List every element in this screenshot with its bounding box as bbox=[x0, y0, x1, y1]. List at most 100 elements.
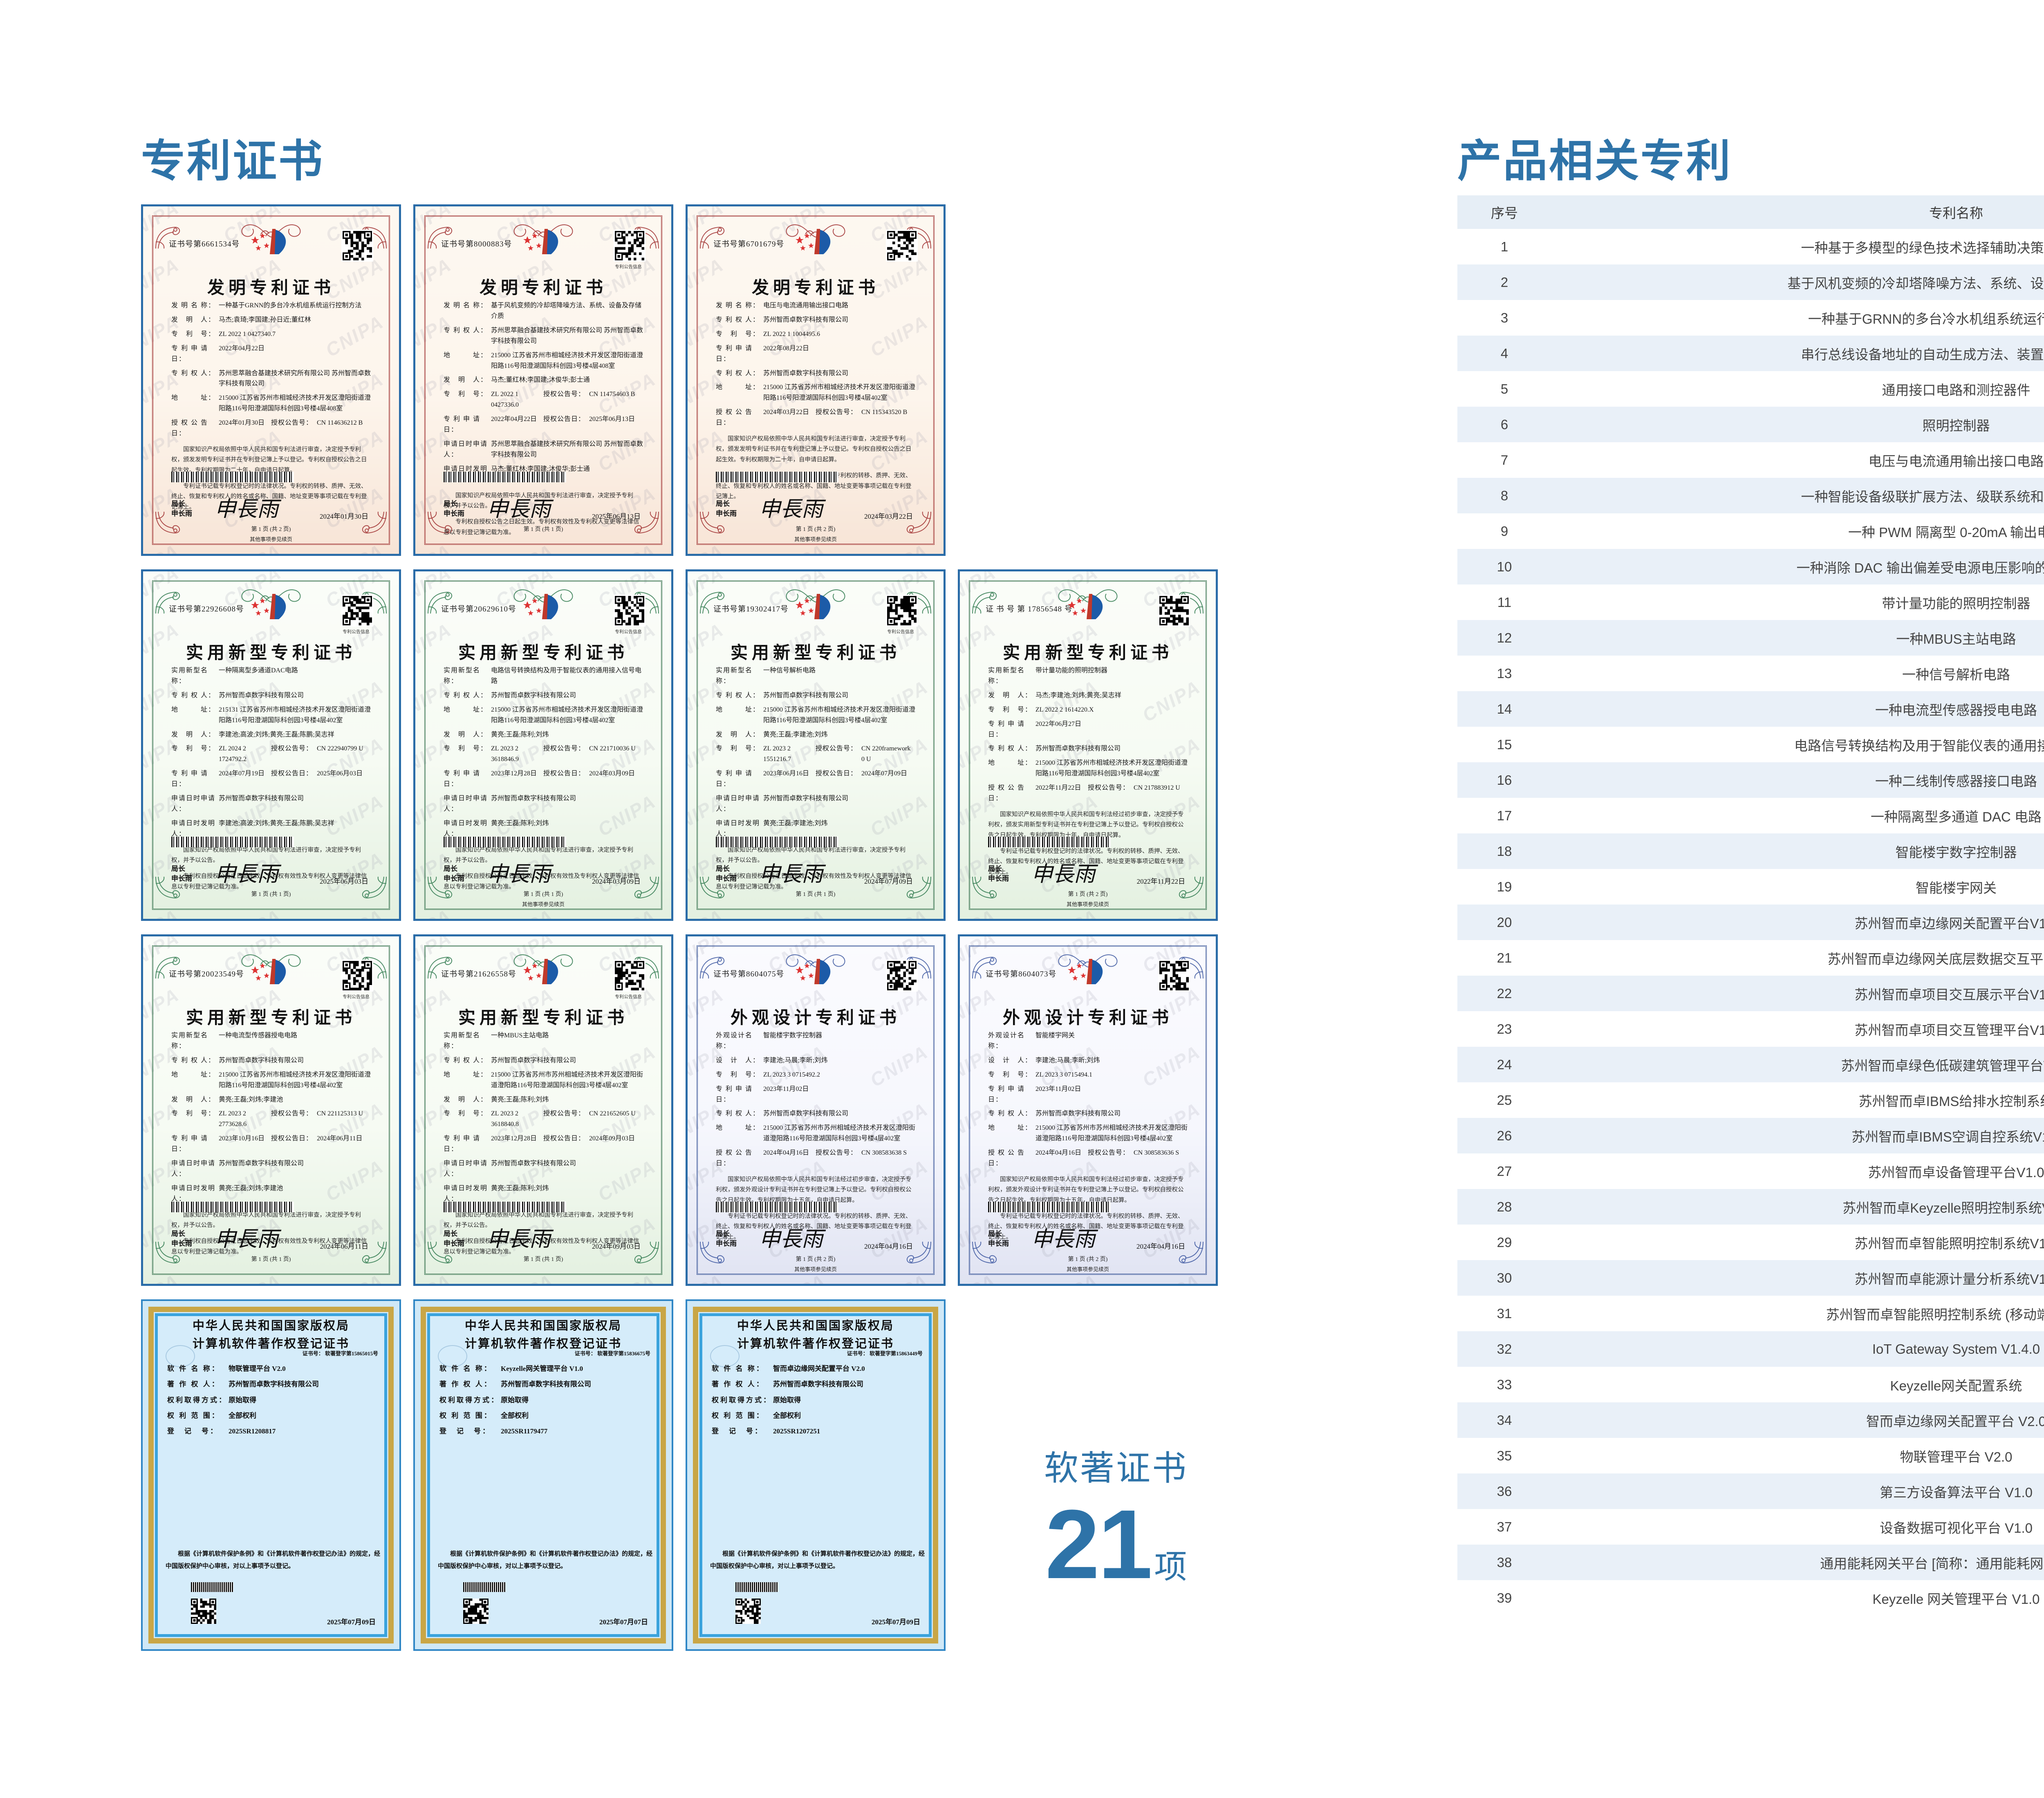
cert-field-row: 地 址： 215131 江苏省苏州市相城经济技术开发区澄阳街道澄阳路116号阳澄… bbox=[171, 705, 371, 726]
cert-field-value: ZL 2022 2 1614220.X bbox=[1035, 706, 1094, 713]
cell-patent-name: 苏州智而卓能源计量分析系统V1.0 bbox=[1551, 1260, 2044, 1296]
cell-patent-name: 一种MBUS主站电路 bbox=[1551, 620, 2044, 656]
cert-field-row: 专 利 号： ZL 2022 1 1004495.6 bbox=[716, 329, 915, 340]
signatory: 局长 申长雨 bbox=[444, 1229, 464, 1248]
cell-index: 5 bbox=[1500, 381, 1508, 396]
cell-index: 26 bbox=[1457, 1118, 1551, 1153]
patent-certificate-card[interactable]: CNIPA CNIPA CNIPA CNIPA CNIPA CNIPA CNIPA CNIPA… bbox=[686, 569, 946, 921]
cert-field-row: 实用新型名称： 一种MBUS主站电路 bbox=[444, 1030, 643, 1052]
cert-field-row: 发 明 人： 马杰;袁琦;李国建;孙日近;董红林 bbox=[171, 315, 371, 325]
certificate-number: 证书号第20629610号 bbox=[441, 605, 517, 614]
cert-field-value: 一种隔离型多通道DAC电路 bbox=[219, 667, 298, 674]
cert-field-row: 权利取得方式： 原始取得 bbox=[167, 1394, 381, 1407]
certificate-paragraph-2: 专利权自授权公告之日起生效。专利权有效性及专利权人变更等法律信息以专利登记簿记载… bbox=[444, 1238, 639, 1255]
cert-field-value: 马杰;袁琦;李国建;孙日近;董红林 bbox=[219, 316, 311, 323]
patent-certificate-card[interactable]: CNIPA CNIPA CNIPA CNIPA CNIPA CNIPA CNIPA CNIPA… bbox=[686, 204, 946, 556]
signatory: 局长 申长雨 bbox=[444, 864, 464, 883]
cert-field-row: 外观设计名称： 智能楼宇网关 bbox=[988, 1030, 1188, 1052]
cert-field-value: 苏州智而卓数字科技有限公司 bbox=[763, 369, 849, 377]
cert-field-key: 授 权 公 告 日： bbox=[716, 409, 753, 427]
certificate-frame: 证书号第20629610号 专利公告信息 实用新型专利证书 实用新型名称： 电路… bbox=[424, 580, 662, 910]
cert-field-value: 带计量功能的照明控制器 bbox=[1035, 667, 1108, 674]
table-row: 26 苏州智而卓IBMS空调自控系统V1.0 软著 bbox=[1457, 1118, 2044, 1153]
cert-field-value: 基于风机变频的冷却塔降噪方法、系统、设备及存储介质 bbox=[491, 302, 642, 320]
cert-field-value: CN 114754603 B bbox=[589, 391, 635, 398]
software-copyright-label: 软著证书 bbox=[1044, 1449, 1188, 1487]
patent-certificate-card[interactable]: CNIPA CNIPA CNIPA CNIPA CNIPA CNIPA CNIPA CNIPA… bbox=[686, 934, 946, 1286]
certificate-page-indicator: 第 1 页 (共 2 页) bbox=[1068, 891, 1108, 898]
certificate-footer-note: 其他事项参见续页 bbox=[522, 901, 565, 907]
cell-patent-name: 一种 PWM 隔离型 0-20mA 输出电路 bbox=[1848, 524, 2044, 540]
certificate-date: 2024年01月30日 bbox=[320, 513, 368, 520]
cell-patent-name: 电路信号转换结构及用于智能仪表的通用接入信号电路 bbox=[1794, 738, 2044, 753]
certificate-footer-note: 其他事项参见续页 bbox=[1066, 901, 1109, 907]
signature-scribble-icon: 申長雨 bbox=[759, 498, 823, 521]
cert-field-row: 软 件 名 称： 智而卓边缘网关配置平台 V2.0 bbox=[712, 1362, 925, 1375]
table-row: 25 苏州智而卓IBMS给排水控制系统 软著 bbox=[1457, 1082, 2044, 1118]
table-row: 33 Keyzelle网关配置系统 软著 bbox=[1457, 1367, 2044, 1402]
cert-field-row: 申请日时申请人： 苏州智而卓数字科技有限公司 bbox=[444, 793, 643, 815]
cert-field-value: 2022年08月22日 bbox=[763, 345, 809, 352]
qr-code-icon bbox=[614, 595, 645, 627]
cell-index: 4 bbox=[1457, 336, 1551, 371]
cert-field-key: 专 利 号： bbox=[171, 1110, 216, 1117]
cert-field-value: 2025年06月03日 bbox=[317, 770, 363, 777]
embossed-seal-icon bbox=[438, 1345, 467, 1367]
software-copyright-certificate-card[interactable]: 中华人民共和国国家版权局 计算机软件著作权登记证书 证书号： 软著登字第15836… bbox=[413, 1299, 673, 1651]
cert-field-row: 发 明 人： 李建池;高波;刘炜;黄亮;王磊;陈鹏;吴志祥 bbox=[171, 730, 371, 740]
patent-certificate-card[interactable]: CNIPA CNIPA CNIPA CNIPA CNIPA CNIPA CNIPA CNIPA… bbox=[413, 934, 673, 1286]
barcode bbox=[716, 472, 838, 482]
cert-field-key: 发 明 人： bbox=[171, 1096, 216, 1103]
column-header-name: 专利名称 bbox=[1551, 195, 2044, 229]
certificate-header: 证书号第20023549号 专利公告信息 bbox=[169, 957, 373, 1006]
patent-certificate-card[interactable]: CNIPA CNIPA CNIPA CNIPA CNIPA CNIPA CNIPA CNIPA… bbox=[413, 204, 673, 556]
patent-certificate-card[interactable]: CNIPA CNIPA CNIPA CNIPA CNIPA CNIPA CNIPA CNIPA… bbox=[958, 934, 1218, 1286]
cell-patent-name: 一种二线制传感器接口电路 bbox=[1551, 762, 2044, 798]
cert-field-value: 苏州智而卓数字科技有限公司 bbox=[219, 1057, 304, 1064]
table-body: 1 一种基于多模型的绿色技术选择辅助决策方法和系统 发明 2 基于风机变频的冷却… bbox=[1457, 229, 2044, 1616]
certificate-number: 证书号第20023549号 bbox=[169, 970, 244, 978]
cert-field-value: 一种电流型传感器授电电路 bbox=[219, 1032, 298, 1039]
patent-certificate-card[interactable]: CNIPA CNIPA CNIPA CNIPA CNIPA CNIPA CNIPA CNIPA… bbox=[141, 204, 401, 556]
software-copyright-certificate-card[interactable]: 中华人民共和国国家版权局 计算机软件著作权登记证书 证书号： 软著登字第15865… bbox=[141, 1299, 401, 1651]
cert-field-row: 专 利 号： ZL 2022 1 0427340.7 bbox=[171, 329, 371, 340]
patent-certificate-card[interactable]: CNIPA CNIPA CNIPA CNIPA CNIPA CNIPA CNIPA CNIPA… bbox=[958, 569, 1218, 921]
certificate-header: 证书号第22926608号 专利公告信息 bbox=[169, 592, 373, 641]
certificate-paragraph-1: 国家知识产权局依照中华人民共和国专利法经过初步审查，决定授予专利权，颁发外观设计… bbox=[988, 1176, 1184, 1204]
cert-field-value: 电路信号转换结构及用于智能仪表的通用接入信号电路 bbox=[491, 667, 642, 685]
cert-field-row: 发 明 名 称： 基于风机变频的冷却塔降噪方法、系统、设备及存储介质 bbox=[444, 300, 643, 322]
software-copyright-certificate-card[interactable]: 中华人民共和国国家版权局 计算机软件著作权登记证书 证书号： 软著登字第15863… bbox=[686, 1299, 946, 1651]
cell-patent-name: 一种消除 DAC 输出偏差受电源电压影响的电路及方法 bbox=[1551, 549, 2044, 584]
certificate-page-indicator: 第 1 页 (共 1 页) bbox=[251, 1256, 291, 1263]
cell-patent-name: 一种电流型传感器授电电路 bbox=[1551, 691, 2044, 727]
patent-certificate-card[interactable]: CNIPA CNIPA CNIPA CNIPA CNIPA CNIPA CNIPA CNIPA… bbox=[413, 569, 673, 921]
cert-field-value: ZL 2022 1 0427340.7 bbox=[219, 330, 276, 338]
cell-patent-name: 电压与电流通用输出接口电路 bbox=[1868, 453, 2044, 469]
cert-field-key: 授权公告号： bbox=[543, 745, 585, 752]
certificate-frame: 证书号第20023549号 专利公告信息 实用新型专利证书 实用新型名称： 一种… bbox=[152, 945, 390, 1275]
table-row: 32 IoT Gateway System V1.4.0 软著 bbox=[1457, 1331, 2044, 1367]
table-row: 27 苏州智而卓设备管理平台V1.0 软著 bbox=[1457, 1153, 2044, 1189]
certificate-title: 中华人民共和国国家版权局 计算机软件著作权登记证书 bbox=[464, 1319, 622, 1350]
cert-field-value: 215000 江苏省苏州市相城经济技术开发区澄阳街道澄阳路116号阳澄湖国际科创… bbox=[1035, 759, 1188, 777]
certificate-title: 实用新型专利证书 bbox=[458, 644, 628, 663]
cert-field-value: ZL 2023 2 1551216.7 bbox=[763, 745, 791, 763]
certificate-number: 证书号第21626558号 bbox=[441, 970, 517, 978]
cert-field-row: 专 利 权 人： 苏州智而卓数字科技有限公司 bbox=[716, 368, 915, 379]
cert-field-key: 授权公告号： bbox=[543, 1110, 585, 1117]
certificate-note: 根据《计算机软件保护条例》和《计算机软件著作权登记办法》的规定，经中国版权保护中… bbox=[710, 1551, 925, 1570]
certificate-title: 中华人民共和国国家版权局 计算机软件著作权登记证书 bbox=[737, 1319, 894, 1350]
patent-certificate-card[interactable]: CNIPA CNIPA CNIPA CNIPA CNIPA CNIPA CNIPA CNIPA… bbox=[141, 569, 401, 921]
page-title-patent-certificates: 专利证书 bbox=[141, 136, 325, 186]
cert-field-row: 实用新型名称： 电路信号转换结构及用于智能仪表的通用接入信号电路 bbox=[444, 665, 643, 687]
barcode bbox=[171, 472, 294, 482]
cert-field-row: 发 明 名 称： 一种基于GRNN的多台冷水机组系统运行控制方法 bbox=[171, 300, 371, 311]
certificate-row: CNIPA CNIPA CNIPA CNIPA CNIPA CNIPA CNIPA CNIPA… bbox=[141, 934, 1367, 1286]
cert-field-key: 申请日时申请人： bbox=[444, 440, 488, 458]
patent-certificate-card[interactable]: CNIPA CNIPA CNIPA CNIPA CNIPA CNIPA CNIPA CNIPA… bbox=[141, 934, 401, 1286]
signature-scribble-icon: 申長雨 bbox=[759, 863, 823, 886]
cert-field-row: 授 权 公 告 日： 2024年03月22日 授权公告号： CN 115343520… bbox=[716, 407, 915, 428]
certificate-number: 证书号第8604073号 bbox=[986, 970, 1057, 978]
cell-index: 23 bbox=[1497, 1021, 1512, 1037]
cert-field-row: 发 明 人： 黄亮;王磊;陈利;刘炜 bbox=[444, 730, 643, 740]
